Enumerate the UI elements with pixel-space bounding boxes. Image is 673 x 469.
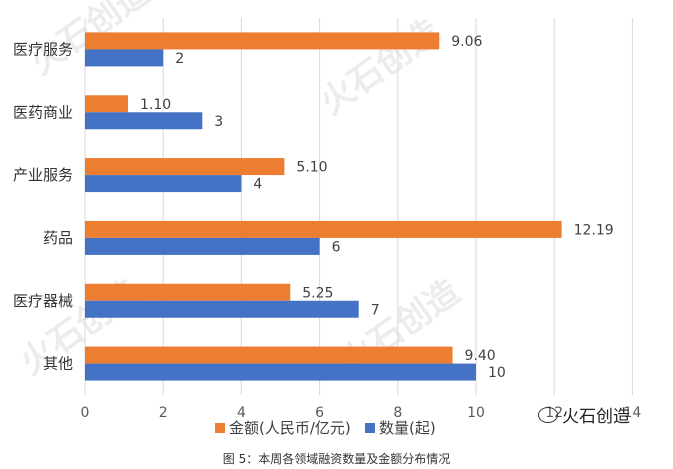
data-label: 5.10 xyxy=(296,160,327,176)
x-tick-label: 8 xyxy=(393,405,402,421)
data-label: 6 xyxy=(332,239,341,255)
data-label: 9.40 xyxy=(465,348,496,364)
bar xyxy=(85,158,285,176)
bar xyxy=(85,175,242,193)
category-label: 医药商业 xyxy=(13,103,73,121)
wechat-icon xyxy=(538,406,558,423)
x-tick-label: 6 xyxy=(315,405,324,421)
x-tick-label: 4 xyxy=(237,405,246,421)
legend-label: 金额(人民币/亿元) xyxy=(229,419,351,437)
data-label: 3 xyxy=(214,114,223,130)
data-label: 12.19 xyxy=(574,222,614,238)
data-label: 1.10 xyxy=(140,97,171,113)
data-label: 10 xyxy=(488,365,506,381)
bar xyxy=(85,95,129,113)
category-label: 其他 xyxy=(43,355,73,373)
bar xyxy=(85,237,320,255)
x-tick-label: 10 xyxy=(467,405,485,421)
figure-caption: 图 5：本周各领域融资数量及金额分布情况 xyxy=(222,452,451,466)
bar xyxy=(85,283,291,301)
category-label: 药品 xyxy=(43,229,73,247)
bar xyxy=(85,112,203,130)
bar xyxy=(85,363,476,381)
category-label: 医疗服务 xyxy=(13,40,73,58)
x-tick-label: 2 xyxy=(159,405,168,421)
x-tick-label: 14 xyxy=(623,405,641,421)
data-label: 9.06 xyxy=(451,34,482,50)
category-label: 产业服务 xyxy=(13,166,73,184)
x-tick-label: 0 xyxy=(81,405,90,421)
wechat-watermark: 火石创造 xyxy=(538,402,630,427)
wechat-watermark-text: 火石创造 xyxy=(562,407,630,427)
bar xyxy=(85,220,562,238)
data-label: 5.25 xyxy=(302,285,333,301)
data-label: 4 xyxy=(253,177,262,193)
data-label: 7 xyxy=(371,302,380,318)
bar xyxy=(85,346,453,364)
data-label: 2 xyxy=(175,51,184,67)
bar xyxy=(85,300,359,318)
category-label: 医疗器械 xyxy=(13,292,73,310)
bar xyxy=(85,32,440,50)
bar xyxy=(85,49,164,67)
legend-swatch xyxy=(365,423,375,433)
legend-swatch xyxy=(215,423,225,433)
legend-label: 数量(起) xyxy=(379,419,436,437)
